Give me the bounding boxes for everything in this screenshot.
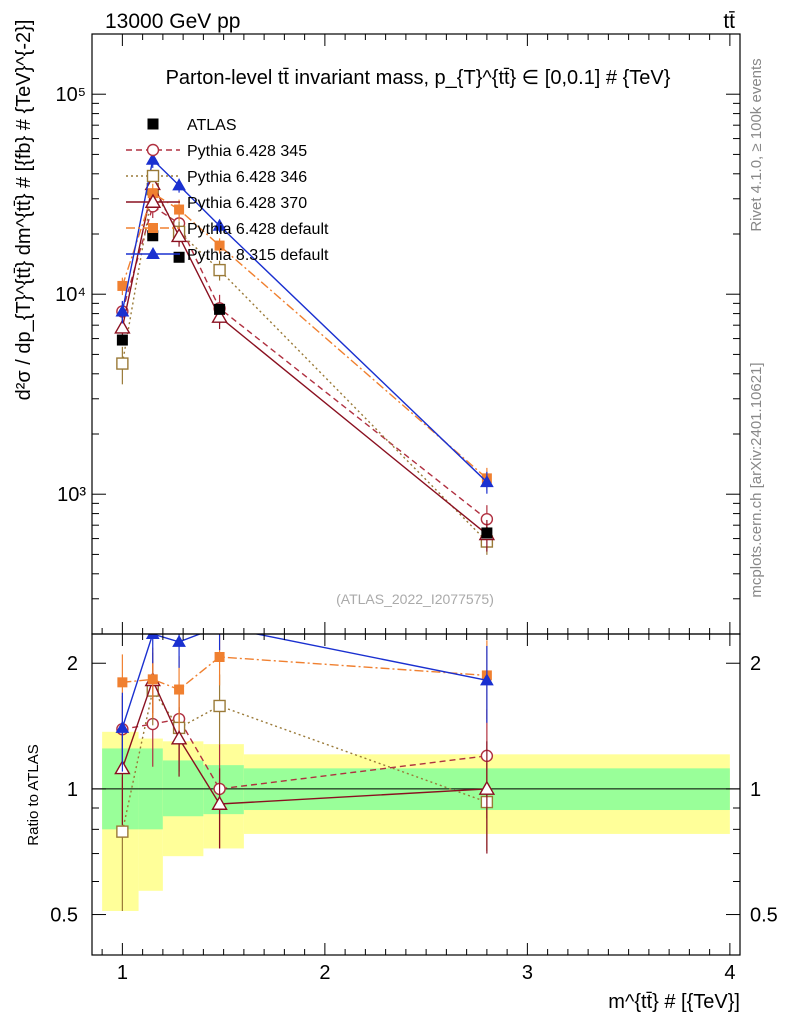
ratio-point [213, 699, 226, 713]
series-4 [115, 152, 494, 494]
ratio-y-tick-label: 0.5 [50, 905, 78, 927]
ratio-y-tick-label: 1 [67, 779, 78, 801]
data-point [145, 152, 160, 165]
legend-label: Pythia 6.428 370 [187, 195, 307, 212]
ratio-y-tick-label-right: 0.5 [750, 905, 778, 927]
data-point [174, 204, 185, 215]
ratio-y-tick-label-right: 1 [750, 779, 761, 801]
band-inner [162, 760, 204, 817]
data-point [480, 475, 494, 488]
ratio-point [480, 673, 494, 686]
header-right: tt̄ [723, 10, 735, 33]
rivet-label: Rivet 4.1.0, ≥ 100k events [748, 58, 765, 231]
chart-title: Parton-level tt̄ invariant mass, p_{T}^{… [166, 67, 671, 89]
legend-label: Pythia 8.315 default [187, 247, 329, 264]
data-point [116, 357, 129, 370]
ratio-line [122, 718, 487, 790]
watermark: (ATLAS_2022_I2077575) [336, 591, 494, 607]
legend-label: Pythia 6.428 default [187, 221, 329, 238]
ratio-point [174, 684, 185, 695]
data-point [117, 280, 128, 291]
ratio-y-axis-label: Ratio to ATLAS [25, 744, 42, 845]
legend-item-2: Pythia 6.428 346 [126, 169, 307, 186]
legend-marker [146, 169, 160, 183]
header-left: 13000 GeV pp [105, 10, 240, 33]
data-point [214, 240, 225, 251]
legend-label: Pythia 6.428 345 [187, 143, 307, 160]
atlas-point [214, 303, 226, 315]
legend-item-5: Pythia 8.315 default [126, 246, 329, 264]
y-tick-label: 10³ [57, 484, 86, 506]
x-tick-label: 3 [522, 962, 533, 984]
legend-item-4: Pythia 6.428 default [126, 221, 329, 238]
legend-marker [146, 246, 160, 259]
legend-marker [144, 193, 162, 208]
x-tick-label: 4 [724, 962, 735, 984]
ratio-series-4 [115, 634, 494, 772]
legend: ATLAS Pythia 6.428 345 Pythia 6.428 346 Pyt… [126, 117, 329, 264]
y-axis-label: d²σ / dp_{T}^{tt̄} dm^{tt̄} # [{fb} # {T… [13, 20, 35, 401]
x-tick-label: 1 [117, 962, 128, 984]
y-tick-label: 10⁴ [55, 284, 86, 306]
data-point [212, 218, 227, 231]
ratio-frame [91, 633, 741, 956]
ratio-point [147, 674, 158, 685]
ratio-point [211, 795, 228, 810]
ratio-panel [92, 634, 740, 911]
legend-marker [147, 118, 159, 130]
ratio-point [214, 651, 225, 662]
main-panel [114, 152, 496, 555]
legend-label: ATLAS [187, 117, 237, 134]
atlas-point [481, 527, 493, 539]
atlas-point [173, 251, 185, 263]
data-point [211, 308, 228, 323]
ratio-line [121, 688, 488, 832]
atlas-point [147, 230, 159, 242]
ratio-point [117, 677, 128, 688]
axes: 1 2 3 4 10³ 10⁴ 10⁵ 0.5 0.5 1 1 2 2 [50, 33, 778, 984]
data-point [115, 304, 130, 317]
legend-marker [148, 223, 158, 233]
x-tick-label: 2 [319, 962, 330, 984]
legend-label: Pythia 6.428 346 [187, 169, 307, 186]
data-point [114, 319, 131, 334]
atlas-point [116, 334, 128, 346]
atlas-data [116, 230, 493, 539]
mcplots-label: mcplots.cern.ch [arXiv:2401.10621] [748, 362, 765, 597]
legend-item-1: Pythia 6.428 345 [126, 143, 307, 160]
data-point [213, 263, 226, 277]
ratio-point [145, 634, 160, 639]
x-axis-label: m^{tt̄} # [{TeV}] [608, 991, 740, 1013]
ratio-point [172, 634, 186, 647]
ratio-point [170, 730, 188, 745]
ratio-y-tick-label-right: 2 [750, 653, 761, 675]
legend-marker [146, 143, 160, 157]
data-point [172, 178, 186, 191]
ratio-point [478, 780, 496, 795]
ratio-point [116, 825, 129, 838]
data-point [170, 227, 188, 243]
legend-item-3: Pythia 6.428 370 [126, 193, 307, 212]
y-tick-label: 10⁵ [55, 84, 86, 106]
ratio-y-tick-label: 2 [67, 653, 78, 675]
ratio-point [115, 720, 130, 733]
legend-item-0: ATLAS [147, 117, 237, 134]
